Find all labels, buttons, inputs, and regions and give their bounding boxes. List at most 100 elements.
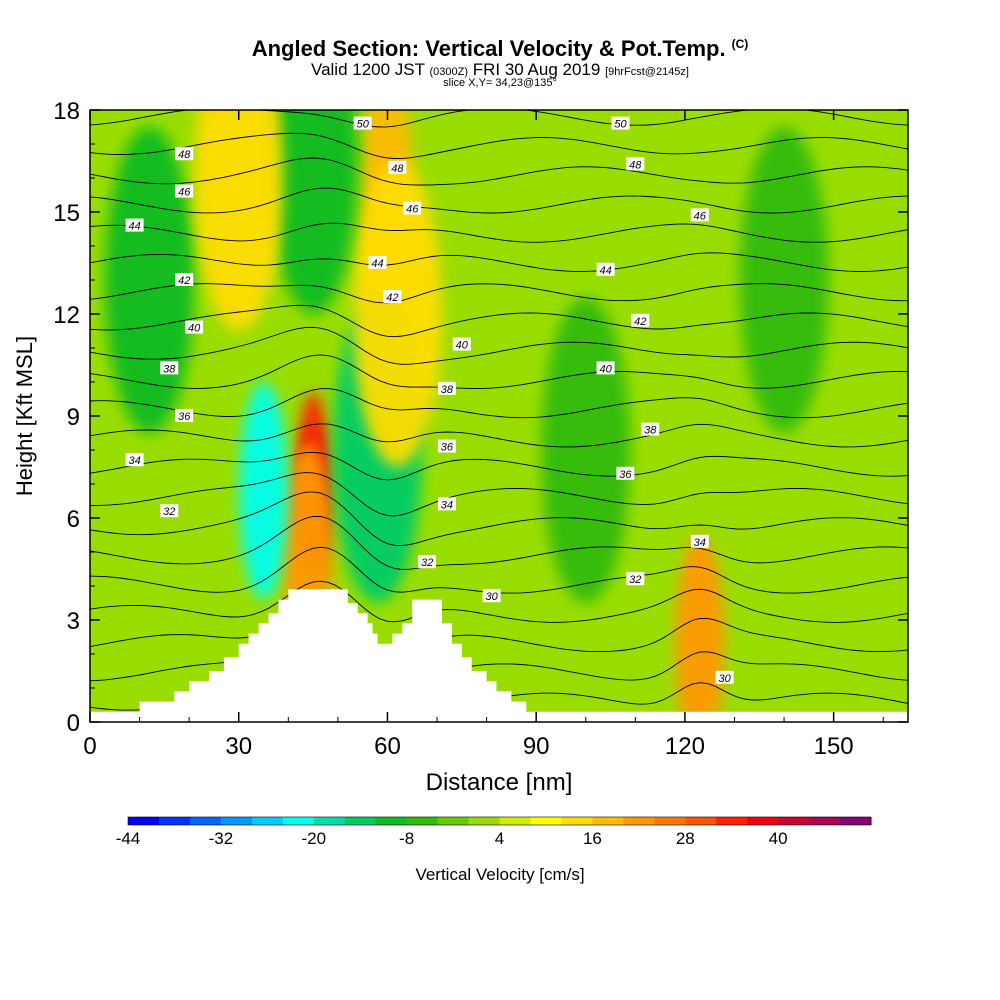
colorbar-swatch <box>685 817 717 825</box>
colorbar-swatch <box>778 817 810 825</box>
isentrope-label-text: 48 <box>178 149 191 161</box>
isentrope-label-bg <box>175 184 194 198</box>
isentrope-label-bg <box>388 160 407 174</box>
isentrope-label-bg <box>437 497 456 511</box>
x-tick-label: 120 <box>665 733 705 760</box>
isentrope-label: 48 <box>175 147 194 161</box>
isentrope-line <box>90 451 908 481</box>
isentrope-label-text: 34 <box>441 499 453 511</box>
isentrope-label-bg <box>418 555 437 569</box>
colorbar-tick-label: -44 <box>116 829 141 848</box>
isentrope-label-bg <box>437 439 456 453</box>
isentrope-line <box>90 222 908 243</box>
x-tick-label: 90 <box>523 733 550 760</box>
colorbar-swatch <box>220 817 253 825</box>
isentrope-label: 48 <box>388 160 407 175</box>
isentrope-label: 44 <box>596 262 615 277</box>
isentrope-label: 40 <box>596 361 615 375</box>
isentrope-label-text: 50 <box>614 119 627 131</box>
isentrope-label-text: 46 <box>406 204 419 216</box>
colorbar-tick-label: -8 <box>399 829 414 848</box>
velocity-cell <box>104 127 195 433</box>
isentrope-label-text: 42 <box>386 292 398 304</box>
isentrope-label-text: 32 <box>421 557 433 569</box>
y-tick-label: 15 <box>53 200 80 227</box>
y-tick-label: 0 <box>67 710 80 737</box>
velocity-cell <box>675 535 725 722</box>
isentrope-label-text: 38 <box>644 425 657 437</box>
isentrope-label: 30 <box>715 670 734 685</box>
colorbar-swatch <box>313 817 346 825</box>
isentrope-label-bg <box>611 116 630 130</box>
isentrope-label: 40 <box>185 320 204 335</box>
isentrope-label-text: 44 <box>128 221 140 233</box>
isentrope-label-text: 42 <box>634 316 646 328</box>
isentrope-line <box>90 79 908 96</box>
x-tick-label: 0 <box>83 733 96 760</box>
chart-title-unit-tag: (C) <box>731 36 749 51</box>
isentrope-label-bg <box>616 466 635 480</box>
colorbar-swatch <box>189 817 222 825</box>
isentrope-line <box>90 187 908 214</box>
isentrope-label-text: 48 <box>391 163 404 175</box>
chart-title: Angled Section: Vertical Velocity & Pot.… <box>0 36 1000 62</box>
isentrope-line <box>90 472 908 517</box>
isentrope-label-text: 46 <box>178 187 191 199</box>
y-tick-label: 12 <box>53 302 80 329</box>
isentrope-label: 38 <box>641 422 660 437</box>
isentrope-label-text: 38 <box>163 363 176 375</box>
x-tick-label: 60 <box>374 733 401 760</box>
isentrope-label-text: 40 <box>456 340 469 352</box>
isentrope-label-bg <box>596 361 615 375</box>
isentrope-label: 30 <box>482 589 501 603</box>
isentrope-label-bg <box>403 201 422 215</box>
isentrope-label: 38 <box>437 381 456 396</box>
isentrope-label-bg <box>353 116 372 130</box>
isentrope-label-text: 36 <box>619 469 632 481</box>
isentrope-label-bg <box>631 313 650 327</box>
valid-time: Valid 1200 JST <box>311 60 425 79</box>
isentrope-label-bg <box>175 409 194 422</box>
isentrope-label-text: 48 <box>629 159 642 171</box>
colorbar-swatch <box>530 817 562 825</box>
isentrope-label: 36 <box>175 409 194 423</box>
y-tick-label: 9 <box>67 404 80 431</box>
isentrope-label: 42 <box>631 313 650 328</box>
colorbar-swatch <box>499 817 531 825</box>
colorbar-swatch <box>128 817 160 825</box>
isentrope-label-text: 30 <box>718 673 731 685</box>
isentrope-label-bg <box>125 453 144 467</box>
isentrope-label: 48 <box>626 157 645 171</box>
isentrope-line <box>90 388 908 419</box>
isentrope-label-bg <box>368 256 387 269</box>
isentrope-label: 34 <box>125 453 144 467</box>
valid-date: FRI 30 Aug 2019 <box>472 60 601 79</box>
isentrope-label-bg <box>185 320 204 334</box>
colorbar-swatch <box>747 817 779 825</box>
isentrope-labels: 50 50 48 48 48 46 46 46 44 44 44 42 42 42 40 40 40 38 38 38… <box>125 116 734 685</box>
colorbar: -44 -32 -20 -8 4 16 28 40 <box>116 816 872 848</box>
terrain <box>90 589 908 722</box>
isentrope-label-text: 50 <box>357 119 370 131</box>
isentrope-label-text: 36 <box>178 411 191 423</box>
isentrope-label: 34 <box>437 497 456 511</box>
colorbar-swatch <box>716 817 748 825</box>
isentrope-label-bg <box>160 361 179 375</box>
isentrope-label-bg <box>690 534 709 548</box>
isentrope-label-text: 44 <box>371 258 383 270</box>
isentrope-label: 50 <box>353 116 372 131</box>
isentrope-label-bg <box>690 208 709 222</box>
isentrope-line <box>90 252 908 272</box>
isentrope-line <box>90 610 908 660</box>
isentrope-label: 36 <box>437 439 456 454</box>
isentrope-line <box>90 157 908 186</box>
x-tick-label: 150 <box>814 733 854 760</box>
x-tick-label: 30 <box>225 733 252 760</box>
slice-info: slice X,Y= 34,23@135° <box>443 77 557 89</box>
colorbar-swatch <box>282 817 315 825</box>
isentrope-label: 46 <box>175 184 194 199</box>
y-axis-label: Height [Kft MSL] <box>12 336 37 496</box>
colorbar-swatch <box>406 817 439 825</box>
